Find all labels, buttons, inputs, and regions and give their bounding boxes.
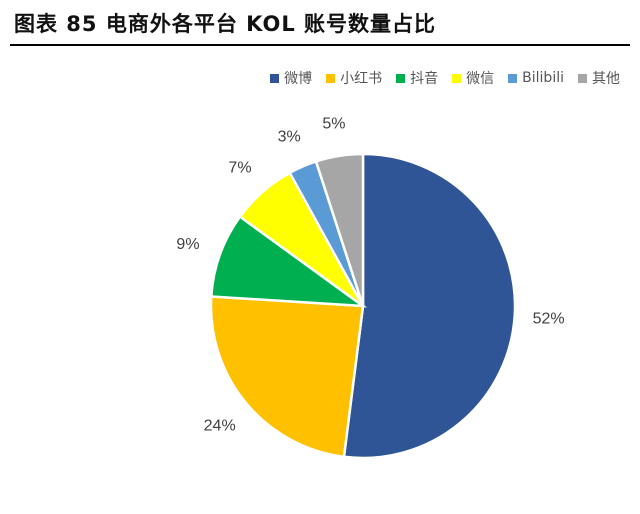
legend-swatch bbox=[508, 73, 518, 83]
figure-title: 图表 85 电商外各平台 KOL 账号数量占比 bbox=[14, 12, 437, 36]
legend-label: Bilibili bbox=[522, 70, 564, 86]
pie-slice-douyin bbox=[209, 214, 368, 308]
legend-swatch bbox=[396, 73, 406, 83]
slice-label-douyin: 9% bbox=[176, 236, 199, 253]
slice-label-other: 5% bbox=[322, 115, 345, 132]
legend-item-xiaohongshu: 小红书 bbox=[326, 68, 382, 88]
legend-label: 小红书 bbox=[340, 71, 383, 87]
pie-slice-xiaohongshu bbox=[209, 295, 365, 459]
chart-legend: 微博 小红书 抖音 微信 Bilibili 其他 bbox=[100, 68, 620, 88]
legend-label: 抖音 bbox=[410, 71, 439, 87]
legend-item-other: 其他 bbox=[578, 68, 620, 88]
legend-swatch bbox=[270, 73, 280, 83]
legend-item-weixin: 微信 bbox=[452, 68, 494, 88]
slice-label-weixin: 7% bbox=[228, 159, 251, 176]
legend-label: 其他 bbox=[592, 71, 620, 87]
legend-swatch bbox=[452, 73, 462, 83]
slice-label-weibo: 52% bbox=[533, 311, 565, 328]
legend-item-douyin: 抖音 bbox=[396, 68, 438, 88]
legend-item-weibo: 微博 bbox=[270, 68, 312, 88]
legend-item-bilibili: Bilibili bbox=[508, 70, 564, 86]
pie-slice-weibo bbox=[342, 152, 517, 460]
legend-label: 微博 bbox=[284, 71, 313, 87]
title-rule bbox=[10, 44, 630, 46]
legend-label: 微信 bbox=[466, 71, 495, 87]
slice-label-xiaohongshu: 24% bbox=[204, 418, 236, 435]
slice-label-bilibili: 3% bbox=[278, 128, 301, 145]
legend-swatch bbox=[326, 73, 336, 83]
pie-slice-other bbox=[314, 152, 365, 307]
legend-swatch bbox=[578, 73, 587, 83]
